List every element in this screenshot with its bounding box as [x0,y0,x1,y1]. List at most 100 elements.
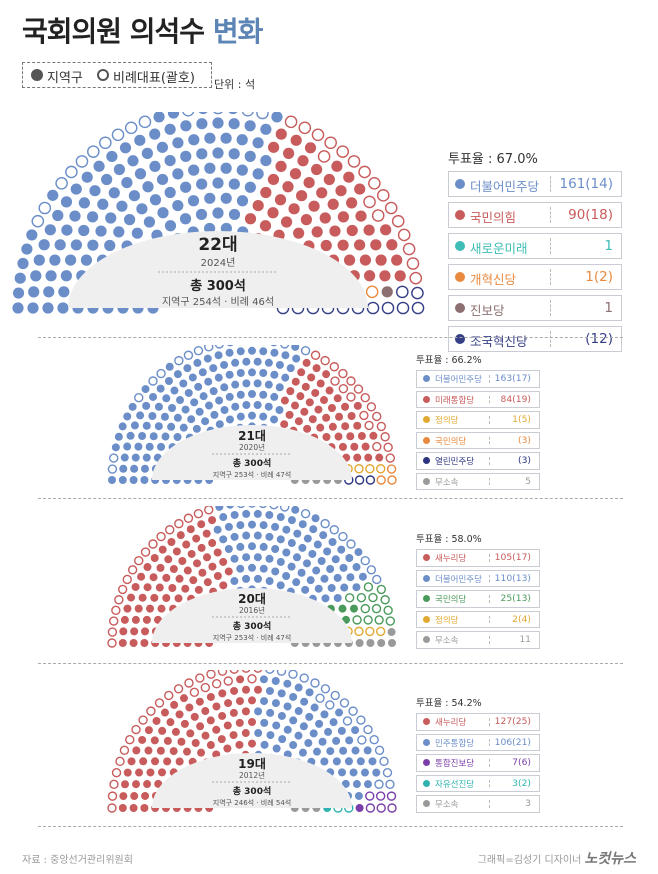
district-seat [253,531,262,540]
district-seat [201,417,210,426]
proportional-seat [125,735,135,745]
district-seat [341,779,350,788]
section-divider [38,337,623,338]
district-seat [242,357,251,366]
district-seat [346,197,358,209]
district-seat [104,239,116,252]
district-seat [187,549,196,558]
party-row: 더불어민주당 163(17) [416,370,540,388]
district-seat [289,741,298,750]
district-seat [141,627,150,636]
district-seat [142,453,151,462]
district-seat [320,239,332,252]
proportional-seat [193,508,204,519]
district-seat [164,154,176,167]
district-seat [386,239,398,251]
district-seat [168,584,177,593]
district-seat [154,779,163,788]
district-seat [305,688,314,697]
proportional-seat [134,393,144,403]
proportional-seat [360,556,370,566]
proportional-seat [183,513,194,523]
district-seat [167,422,176,431]
district-seat [259,564,268,573]
district-seat [303,177,315,189]
district-seat [204,377,213,386]
party-color-icon [423,718,430,726]
district-seat [319,531,328,540]
proportional-seat [346,376,356,386]
district-seat [354,183,366,195]
district-seat [320,710,329,719]
district-seat [252,137,264,149]
district-seat [179,423,188,432]
district-seat [236,564,245,573]
district-seat [49,254,61,266]
proportional-seat [365,791,375,801]
district-seat [345,553,354,562]
district-seat [328,422,337,431]
district-seat [283,147,295,159]
district-seat [223,721,232,730]
district-seat [194,382,203,391]
turnout-label: 투표율 : 66.2% [416,355,482,366]
district-seat [337,239,349,251]
proportional-seat [387,803,397,813]
district-seat [315,719,324,728]
district-seat [119,464,128,473]
district-seat [170,700,179,709]
district-seat [123,412,132,421]
district-seat [172,200,184,212]
proportional-seat [409,271,423,285]
party-color-icon [423,800,430,808]
district-seat [141,385,150,394]
district-seat [208,562,217,571]
proportional-seat [368,592,378,603]
proportional-seat [395,285,409,299]
proportional-seat [380,432,390,442]
party-seat-value: 11 [519,634,531,646]
legend-district-label: 지역구 [47,71,83,86]
proportional-seat [237,506,245,509]
district-seat [268,141,280,153]
district-seat [253,379,262,388]
credit-note: 그래픽=김성기 디자이너 노컷뉴스 [478,848,636,868]
party-name: 국민의당 [435,595,467,606]
proportional-seat [256,112,269,120]
district-seat [338,604,347,613]
assembly-number: 19대 [238,757,266,771]
district-seat [139,757,148,766]
proportional-seat [148,539,158,549]
district-seat [60,270,72,282]
district-seat [198,368,207,377]
proportional-seat [411,301,425,315]
district-seat [280,420,289,429]
district-seat [292,578,301,587]
district-seat [142,615,151,624]
district-seat [353,453,362,462]
proportional-seat [131,724,141,735]
district-seat [309,729,318,738]
proportional-seat [288,670,298,679]
district-seat [244,150,256,162]
district-seat [194,585,203,594]
district-seat [47,189,59,201]
district-seat [158,545,167,554]
proportional-seat [156,368,166,379]
proportional-seat [107,627,118,637]
total-seats: 총 300석 [233,785,271,797]
district-seat [220,192,232,204]
proportional-seat [174,355,184,366]
district-seat [248,368,256,377]
proportional-seat [382,768,393,778]
district-seat [253,357,262,366]
district-seat [124,214,136,226]
district-seat [118,804,127,812]
election-year: 2024년 [201,257,236,269]
district-seat [236,675,245,684]
proportional-seat [226,345,234,347]
proportional-seat [366,301,380,315]
district-seat [220,162,232,174]
proportional-seat [385,779,395,790]
district-seat [310,703,319,712]
